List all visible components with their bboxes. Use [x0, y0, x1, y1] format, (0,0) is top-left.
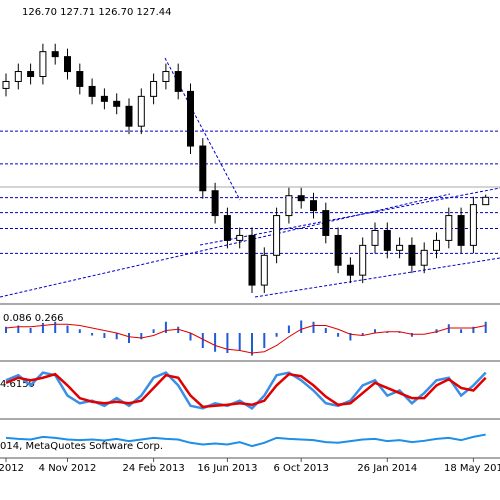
x-tick-label: 4 Nov 2012	[39, 463, 97, 474]
macd-bar	[472, 326, 475, 333]
x-tick-label: 18 May 201	[444, 463, 500, 474]
macd-bar	[226, 333, 229, 353]
candle-body	[162, 71, 170, 82]
macd-bar	[91, 333, 94, 336]
macd-bar	[214, 333, 217, 352]
x-tick-label: 16 Jun 2013	[197, 463, 257, 474]
candle-body	[396, 244, 404, 251]
candle-body	[297, 195, 305, 202]
candle-body	[199, 145, 207, 192]
candle-body	[383, 229, 391, 251]
macd-bar	[435, 329, 438, 333]
macd-bar	[103, 333, 106, 338]
candle-body	[51, 51, 59, 58]
candle-body	[371, 229, 379, 246]
macd-bar	[275, 333, 278, 337]
macd-signal-line	[5, 323, 486, 354]
candle-body	[445, 215, 453, 241]
macd-bar	[312, 321, 315, 333]
candle-body	[27, 71, 35, 77]
candle-body	[2, 80, 10, 89]
macd-bar	[201, 333, 204, 348]
candle-body	[88, 85, 96, 97]
macd-bar	[337, 333, 340, 337]
candle-body	[334, 234, 342, 266]
candle-body	[187, 90, 194, 147]
x-tick-label: 2012	[0, 463, 24, 474]
macd-bar	[300, 320, 303, 333]
macd-bar	[447, 324, 450, 333]
candle-body	[408, 244, 416, 266]
candle-body	[322, 210, 330, 236]
macd-bar	[324, 328, 327, 333]
macd-bar	[29, 328, 32, 333]
candle-body	[310, 200, 317, 212]
macd-bar	[460, 329, 463, 333]
candle-body	[137, 95, 145, 127]
macd-bar	[17, 325, 20, 333]
macd-bar	[128, 333, 130, 343]
candle-body	[174, 71, 182, 92]
candle-body	[248, 234, 256, 286]
macd-bar	[361, 333, 364, 336]
macd-bar	[164, 321, 167, 333]
trendline	[254, 257, 500, 298]
candle-body	[125, 105, 133, 127]
macd-bar	[152, 329, 155, 333]
macd-bar	[115, 333, 118, 340]
candle-body	[420, 249, 428, 266]
candle-body	[150, 80, 158, 97]
candle-body	[457, 215, 465, 246]
macd-bar	[398, 331, 401, 333]
macd-bar	[41, 323, 44, 333]
indicator-line	[5, 433, 486, 448]
stochastic-label: 4.6159	[0, 379, 35, 390]
macd-bar	[374, 329, 376, 333]
candle-body	[223, 215, 231, 241]
candle-body	[211, 190, 219, 217]
ohlc-label: 126.70 127.71 126.70 127.44	[22, 7, 172, 18]
trendline	[0, 193, 451, 298]
candle-body	[346, 264, 354, 276]
candle-body	[285, 195, 293, 217]
candle-body	[39, 51, 47, 78]
candle-body	[64, 56, 71, 73]
macd-bar	[78, 329, 81, 333]
macd-bar	[66, 325, 69, 333]
macd-bar	[140, 333, 143, 340]
macd-bar	[189, 333, 192, 341]
candle-body	[113, 100, 121, 107]
macd-bar	[5, 326, 7, 333]
candle-body	[469, 204, 477, 246]
candle-body	[433, 239, 440, 251]
x-tick-label: 24 Feb 2013	[122, 463, 184, 474]
macd-bar	[238, 333, 241, 351]
candle-body	[482, 196, 490, 206]
macd-bar	[177, 326, 180, 333]
macd-bar	[386, 331, 389, 333]
macd-bar	[54, 321, 57, 333]
pane-separators	[0, 303, 500, 459]
macd-bar	[263, 333, 266, 348]
candle-body	[76, 71, 84, 87]
macd-bar	[484, 321, 487, 333]
macd-label: 0.086 0.266	[3, 313, 63, 324]
x-tick-label: 6 Oct 2013	[273, 463, 328, 474]
x-tick-label: 26 Jan 2014	[357, 463, 417, 474]
copyright: 014, MetaQuotes Software Corp.	[0, 441, 163, 452]
macd-bar	[287, 325, 290, 333]
candle-body	[14, 71, 22, 82]
macd-bar	[349, 333, 352, 341]
macd-bar	[410, 333, 413, 337]
candle-body	[236, 234, 244, 241]
macd-bar	[251, 333, 253, 356]
candle-body	[273, 215, 281, 256]
candle-body	[100, 95, 108, 102]
candle-body	[359, 244, 367, 276]
candle-body	[260, 254, 268, 286]
stochastic-signal-line	[5, 372, 487, 409]
